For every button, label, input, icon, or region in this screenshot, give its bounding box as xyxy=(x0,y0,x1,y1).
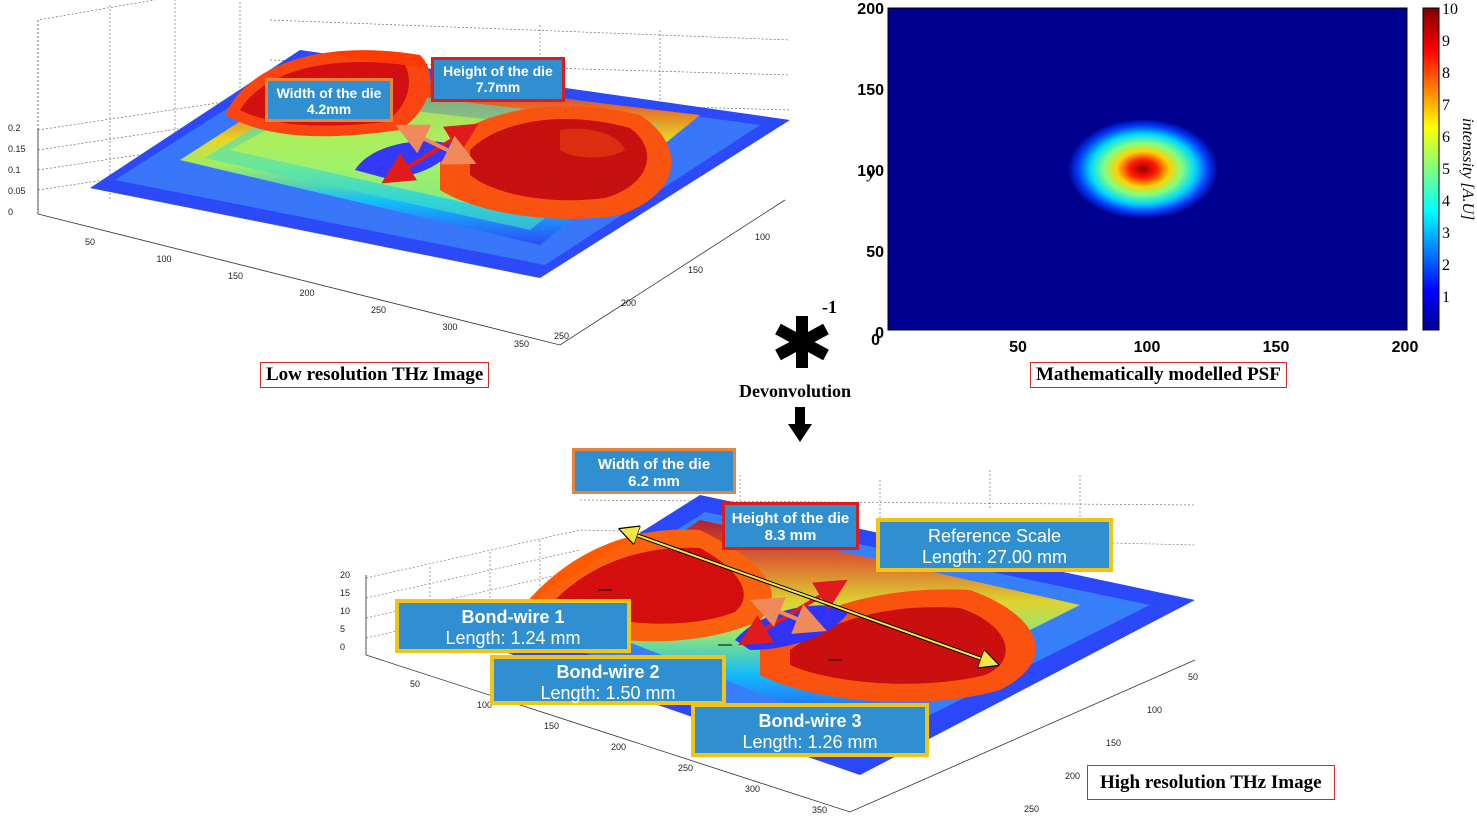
psf-y-axis-label: y xyxy=(866,165,876,182)
bond-wire-3-label: Bond-wire 3 Length: 1.26 mm xyxy=(691,703,929,757)
psf-y-tick: 100 xyxy=(857,163,884,180)
bt-x-tick: 300 xyxy=(745,784,760,794)
psf-colorbar-tick: 1 xyxy=(1442,289,1450,306)
tl-x-tick: 50 xyxy=(85,237,95,247)
bt-x-tick: 150 xyxy=(544,721,559,731)
bt-x-tick: 100 xyxy=(477,700,492,710)
bt-width-label-value: 6.2 mm xyxy=(628,473,680,491)
deconvolution-exponent: -1 xyxy=(822,297,837,317)
psf-y-tick: 50 xyxy=(866,244,884,261)
psf-colorbar-tick: 10 xyxy=(1442,1,1458,18)
bond-wire-1-label: Bond-wire 1 Length: 1.24 mm xyxy=(395,599,631,653)
tl-z-tick: 0 xyxy=(8,207,13,217)
tl-x-tick: 250 xyxy=(371,305,386,315)
reference-scale-label: Reference Scale Length: 27.00 mm xyxy=(876,518,1113,572)
bond-wire-2-label: Bond-wire 2 Length: 1.50 mm xyxy=(490,655,726,705)
tl-height-label: Height of the die 7.7mm xyxy=(431,57,565,102)
psf-origin-tick: 0 xyxy=(871,332,880,349)
psf-colorbar-tick: 9 xyxy=(1442,33,1450,50)
tl-x-tick: 300 xyxy=(443,322,458,332)
bt-z-tick: 0 xyxy=(340,642,345,652)
bond-wire-1-title: Bond-wire 1 xyxy=(461,607,565,627)
tl-x-tick: 100 xyxy=(157,254,172,264)
tl-x-tick: 200 xyxy=(300,288,315,298)
bottom-ticks: 2015105050100150200250300350501001502002… xyxy=(340,570,1198,815)
psf-colorbar-tick: 3 xyxy=(1442,225,1450,242)
psf-x-tick: 50 xyxy=(1009,339,1027,356)
bt-x-tick: 200 xyxy=(611,742,626,752)
tl-x-tick: 150 xyxy=(228,271,243,281)
psf-colorbar-tick: 2 xyxy=(1442,257,1450,274)
tl-z-tick: 0.05 xyxy=(8,186,26,196)
psf-y-tick: 0 xyxy=(875,325,884,342)
tl-y-tick: 150 xyxy=(688,265,703,275)
bt-x-tick: 50 xyxy=(410,679,420,689)
tl-x-tick: 350 xyxy=(514,339,529,349)
tl-width-label-title: Width of the die xyxy=(276,85,382,101)
psf-colorbar xyxy=(1422,7,1440,331)
reference-scale-title: Reference Scale xyxy=(927,526,1062,546)
bt-width-label: Width of the die 6.2 mm xyxy=(572,448,736,494)
psf-heatmap xyxy=(887,7,1440,331)
tl-width-label: Width of the die 4.2mm xyxy=(265,78,393,122)
tl-y-tick: 250 xyxy=(554,331,569,341)
psf-x-tick: 200 xyxy=(1392,339,1419,356)
down-arrow-icon xyxy=(788,407,812,442)
bt-y-tick: 150 xyxy=(1106,738,1121,748)
bt-width-label-title: Width of the die xyxy=(597,456,711,473)
psf-y-tick: 150 xyxy=(857,82,884,99)
deconvolution-symbol xyxy=(775,316,829,368)
bond-wire-2-value: Length: 1.50 mm xyxy=(540,682,676,703)
bt-z-tick: 5 xyxy=(340,624,345,634)
psf-colorbar-tick: 6 xyxy=(1442,129,1450,146)
psf-colorbar-tick: 8 xyxy=(1442,65,1450,82)
high-res-caption: High resolution THz Image xyxy=(1087,765,1335,800)
psf-spot xyxy=(1068,119,1218,219)
psf-y-tick: 200 xyxy=(857,1,884,18)
tl-height-label-title: Height of the die xyxy=(443,63,553,79)
low-res-caption: Low resolution THz Image xyxy=(260,362,490,388)
bt-x-tick: 250 xyxy=(678,763,693,773)
psf-x-tick: 100 xyxy=(1134,339,1161,356)
bt-z-tick: 15 xyxy=(340,588,350,598)
bt-x-tick: 350 xyxy=(812,805,827,815)
tl-z-tick: 0.2 xyxy=(8,123,21,133)
bt-z-tick: 10 xyxy=(340,606,350,616)
deconvolution-label: Devonvolution xyxy=(739,381,852,401)
top-left-surface-plot xyxy=(37,0,791,346)
bond-wire-3-title: Bond-wire 3 xyxy=(758,711,862,731)
psf-ticks: 50 100 150 200 200 150 100 50 00 10 9 8 7 6 5 4 3 2 1 xyxy=(857,1,1458,356)
tl-z-tick: 0.1 xyxy=(8,165,21,175)
tl-z-tick: 0.15 xyxy=(8,144,26,154)
psf-caption: Mathematically modelled PSF xyxy=(1030,362,1287,388)
psf-x-tick: 150 xyxy=(1263,339,1290,356)
psf-colorbar-tick: 5 xyxy=(1442,161,1450,178)
bond-wire-3-value: Length: 1.26 mm xyxy=(742,731,878,752)
bt-z-tick: 20 xyxy=(340,570,350,580)
bond-wire-2-title: Bond-wire 2 xyxy=(556,662,660,682)
bt-y-tick: 250 xyxy=(1024,804,1039,814)
bt-height-label-title: Height of the die xyxy=(731,510,850,527)
tl-y-tick: 200 xyxy=(621,298,636,308)
bond-wire-1-value: Length: 1.24 mm xyxy=(445,627,581,648)
reference-scale-value: Length: 27.00 mm xyxy=(921,546,1068,567)
bt-y-tick: 100 xyxy=(1147,705,1162,715)
top-left-ticks: 0.2 0.15 0.1 0.05 0 50 100 150 200 250 300 350 100 15… xyxy=(8,123,770,349)
bt-height-label-value: 8.3 mm xyxy=(764,527,817,545)
psf-colorbar-tick: 4 xyxy=(1442,193,1450,210)
tl-y-tick: 100 xyxy=(755,232,770,242)
bt-y-tick: 50 xyxy=(1188,672,1198,682)
tl-width-label-value: 4.2mm xyxy=(306,101,352,118)
tl-height-label-value: 7.7mm xyxy=(475,79,521,96)
bt-height-label: Height of the die 8.3 mm xyxy=(722,502,859,550)
psf-colorbar-tick: 7 xyxy=(1442,97,1450,114)
psf-colorbar-label: intenssity [A.U] xyxy=(1459,118,1476,220)
bt-y-tick: 200 xyxy=(1065,771,1080,781)
